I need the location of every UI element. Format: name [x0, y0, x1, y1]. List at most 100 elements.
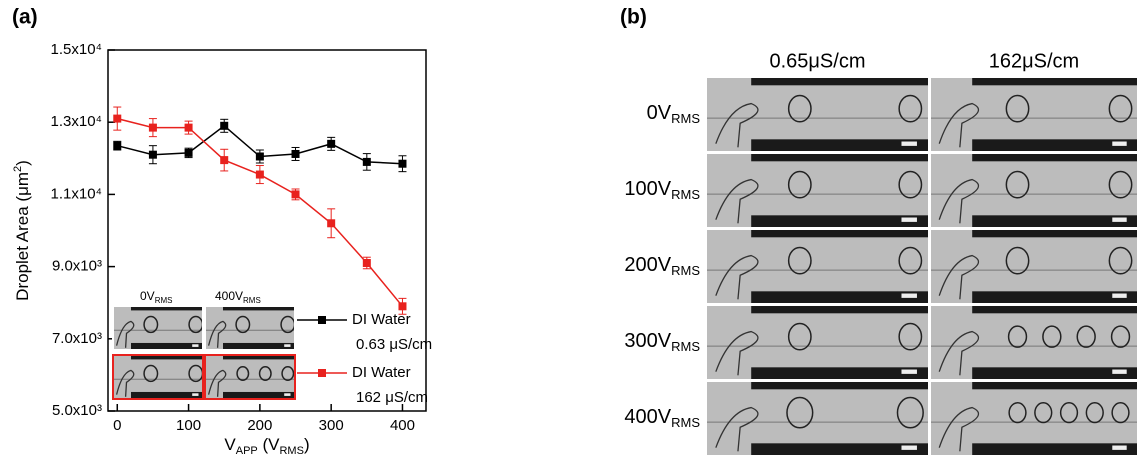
droplet — [1110, 325, 1131, 348]
marker — [291, 149, 300, 158]
legend-note: 162 μS/cm — [356, 389, 428, 406]
text-piece: APP — [236, 445, 258, 457]
photo-bg — [707, 78, 928, 151]
inset-label: 0VRMS — [140, 289, 172, 305]
photo-bg — [707, 154, 928, 227]
y-tick-label: 7.0x10³ — [52, 330, 102, 347]
droplet — [1108, 170, 1133, 199]
photo-grid — [707, 78, 1137, 455]
marker — [184, 148, 193, 157]
electrode — [972, 367, 1137, 379]
droplet — [143, 364, 159, 383]
legend-note: 0.63 μS/cm — [356, 336, 432, 353]
photo-border — [112, 305, 204, 351]
photo-bg — [931, 382, 1137, 455]
panel-label: (a) — [12, 6, 38, 29]
photo-bg — [113, 306, 203, 350]
y-tick-label: 1.5x10⁴ — [51, 41, 102, 58]
electrode — [972, 291, 1137, 303]
droplet — [281, 365, 295, 381]
electrode — [131, 391, 203, 399]
marker — [220, 121, 229, 130]
droplet — [896, 396, 924, 429]
photo-bg — [707, 230, 928, 303]
legend-label: DI Water — [352, 364, 411, 381]
droplet — [258, 365, 272, 381]
droplet — [1108, 246, 1133, 275]
photo-bg — [707, 382, 928, 455]
electrode — [751, 78, 928, 86]
electrode — [223, 342, 295, 350]
panel-label: (b) — [620, 6, 647, 29]
text-piece: V — [224, 435, 236, 454]
droplet-neck — [715, 254, 759, 300]
droplet — [1108, 94, 1133, 123]
droplet — [235, 315, 251, 334]
droplet-neck — [938, 178, 980, 224]
droplet-neck — [207, 369, 227, 397]
text-piece: RMS — [243, 296, 261, 305]
scale-bar — [1112, 369, 1127, 374]
x-tick-label: 300 — [319, 417, 344, 434]
droplet-neck — [715, 102, 759, 148]
text-piece: RMS — [671, 187, 700, 202]
droplet — [1059, 402, 1079, 424]
inset — [112, 305, 296, 400]
text-piece: RMS — [671, 415, 700, 430]
text-piece: RMS — [671, 111, 700, 126]
photo-bg — [205, 355, 295, 399]
marker — [362, 258, 371, 267]
electrode — [131, 355, 203, 360]
droplet — [1005, 170, 1030, 199]
scale-bar — [901, 369, 917, 374]
scale-bar — [284, 344, 291, 347]
marker — [327, 219, 336, 228]
x-tick-label: 0 — [113, 417, 121, 434]
photo-bg — [931, 78, 1137, 151]
scale-bar — [192, 344, 199, 347]
text-piece: (V — [258, 435, 280, 454]
y-tick-label: 1.1x10⁴ — [51, 185, 102, 202]
scale-bar — [901, 293, 917, 298]
electrode — [131, 342, 203, 350]
y-tick-label: 5.0x10³ — [52, 402, 102, 419]
marker — [148, 150, 157, 159]
droplet-neck — [115, 369, 135, 397]
marker — [255, 152, 264, 161]
electrode — [223, 391, 295, 399]
scale-bar — [901, 445, 917, 450]
electrode — [751, 154, 928, 162]
photo-bg — [931, 230, 1137, 303]
electrode — [223, 355, 295, 360]
marker — [148, 123, 157, 132]
row-label: 100VRMS — [624, 178, 700, 202]
droplet — [236, 365, 250, 381]
droplet-neck — [715, 406, 759, 452]
marker — [327, 139, 336, 148]
electrode — [972, 215, 1137, 227]
scale-bar — [1112, 217, 1127, 222]
photo-bg — [113, 355, 203, 399]
electrode — [751, 230, 928, 238]
x-tick-label: 100 — [176, 417, 201, 434]
droplet — [1111, 402, 1130, 424]
electrode — [972, 139, 1137, 151]
row-label: 0VRMS — [647, 102, 701, 126]
droplet — [786, 396, 814, 429]
droplet — [1008, 402, 1027, 424]
photo-border — [204, 305, 296, 351]
droplet — [898, 322, 923, 351]
droplet-neck — [938, 330, 980, 376]
x-tick-label: 200 — [247, 417, 272, 434]
legend-label: DI Water — [352, 311, 411, 328]
droplet-neck — [938, 254, 980, 300]
droplet — [1034, 402, 1053, 424]
photo-border — [204, 354, 296, 400]
text-piece: 0V — [140, 289, 155, 303]
scale-bar — [901, 141, 917, 146]
scale-bar — [284, 393, 291, 396]
text-piece: 400V — [624, 406, 671, 428]
droplet — [1005, 94, 1030, 123]
electrode — [972, 230, 1137, 238]
